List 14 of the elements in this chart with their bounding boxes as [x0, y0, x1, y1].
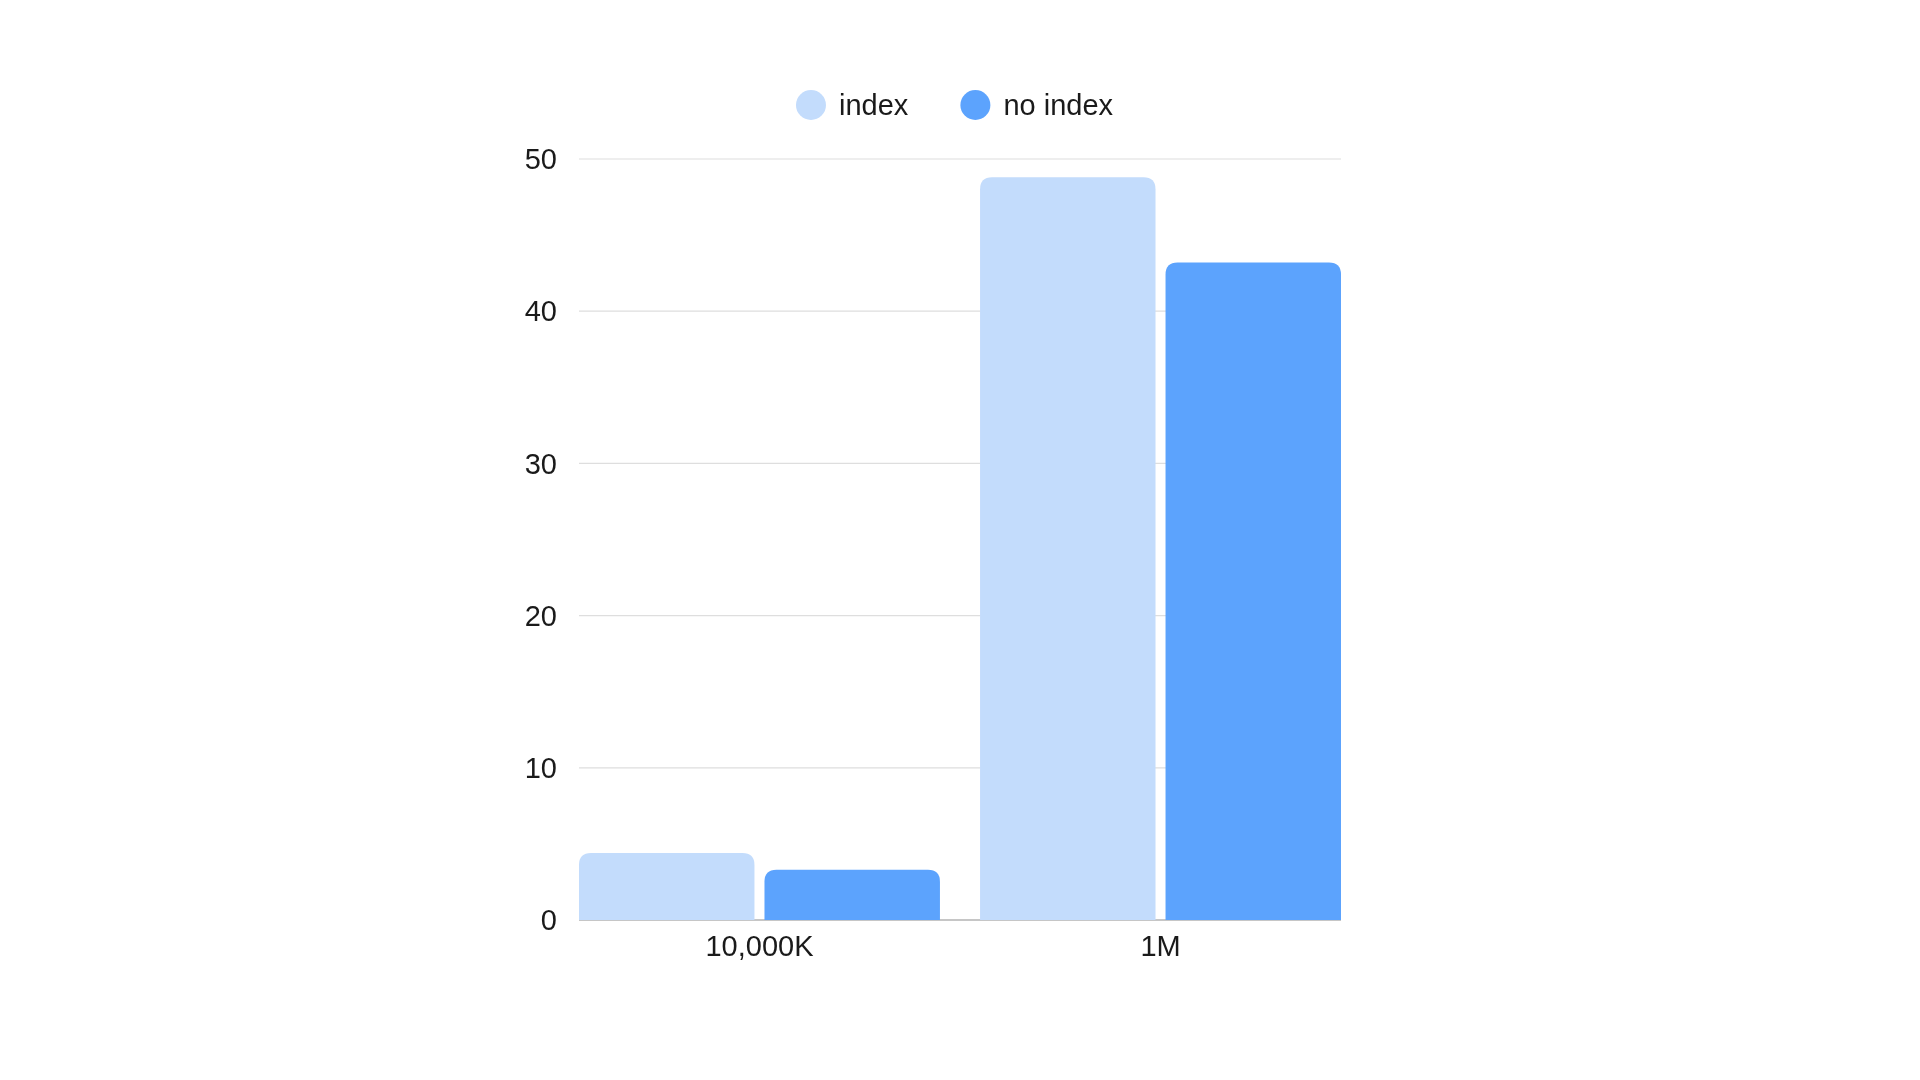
- y-tick-label: 0: [540, 904, 557, 937]
- bar: [579, 853, 755, 920]
- bar: [764, 869, 940, 920]
- y-tick-label: 50: [524, 143, 557, 176]
- legend-label: index: [838, 89, 909, 121]
- legend-label: no index: [1003, 89, 1114, 121]
- bar: [1165, 262, 1341, 920]
- x-tick-label: 10,000K: [705, 930, 815, 962]
- y-tick-label: 40: [524, 295, 557, 328]
- bar: [980, 177, 1156, 920]
- y-tick-label: 20: [524, 599, 557, 632]
- x-tick-label: 1M: [1140, 930, 1181, 962]
- y-tick-label: 30: [524, 447, 557, 480]
- y-tick-label: 10: [524, 751, 557, 784]
